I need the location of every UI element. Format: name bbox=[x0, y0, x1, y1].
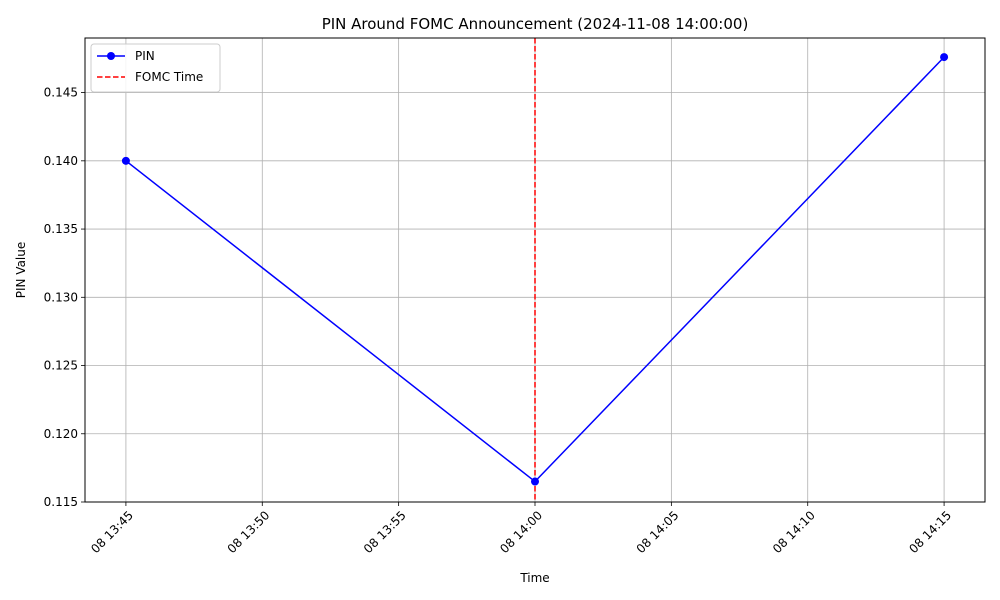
data-point bbox=[531, 477, 539, 486]
legend-pin-marker bbox=[107, 52, 115, 60]
y-tick-label: 0.125 bbox=[44, 359, 78, 373]
x-axis-label: Time bbox=[519, 571, 549, 585]
x-tick-label: 08 13:45 bbox=[88, 508, 136, 556]
x-tick-label: 08 14:05 bbox=[634, 508, 682, 556]
legend-box bbox=[90, 43, 221, 93]
x-tick-label: 08 13:50 bbox=[225, 508, 273, 556]
plot-data bbox=[121, 38, 949, 502]
legend: PIN FOMC Time bbox=[90, 43, 221, 93]
y-tick-label: 0.135 bbox=[44, 222, 78, 236]
legend-fomc-label: FOMC Time bbox=[135, 70, 203, 84]
y-tick-label: 0.140 bbox=[44, 154, 78, 168]
legend-pin-label: PIN bbox=[135, 49, 155, 63]
x-tick-label: 08 14:00 bbox=[497, 508, 545, 556]
ticks: 08 13:45 08 13:50 08 13:55 08 14:00 08 14:05… bbox=[44, 86, 955, 556]
x-tick-label: 08 13:55 bbox=[361, 508, 409, 556]
chart-title: PIN Around FOMC Announcement (2024-11-08… bbox=[322, 15, 749, 33]
data-point bbox=[121, 156, 130, 165]
x-tick-label: 08 14:15 bbox=[906, 508, 954, 556]
data-point bbox=[940, 53, 949, 62]
y-tick-label: 0.130 bbox=[44, 290, 78, 304]
x-tick-label: 08 14:10 bbox=[770, 508, 818, 556]
y-tick-label: 0.145 bbox=[44, 86, 78, 100]
y-axis-label: PIN Value bbox=[14, 242, 28, 299]
y-tick-label: 0.115 bbox=[44, 495, 78, 509]
y-tick-label: 0.120 bbox=[44, 427, 78, 441]
